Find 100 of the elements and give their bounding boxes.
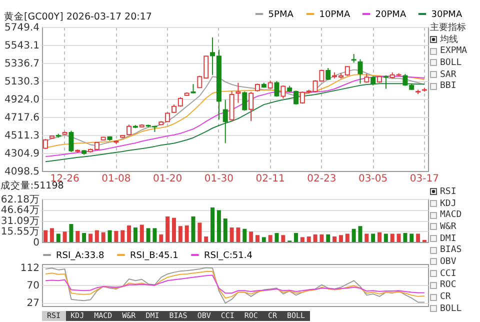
bar bbox=[249, 232, 254, 242]
text: DMI bbox=[440, 234, 456, 244]
bar bbox=[94, 230, 99, 242]
candlestick bbox=[364, 73, 370, 84]
y-tick-label: 15.55万 bbox=[0, 226, 40, 238]
bar bbox=[56, 234, 60, 242]
x-tick-label: 01-20 bbox=[153, 174, 182, 184]
bar bbox=[410, 234, 414, 242]
text: 主要指标 bbox=[430, 22, 467, 34]
bar bbox=[44, 230, 48, 242]
bar bbox=[396, 234, 401, 242]
bar bbox=[88, 234, 92, 242]
candlestick bbox=[280, 84, 286, 99]
text: MACD bbox=[440, 210, 462, 220]
candlestick bbox=[344, 66, 350, 76]
candlestick bbox=[236, 82, 241, 104]
bar bbox=[326, 234, 330, 242]
y-tick-label: 4717.6 bbox=[4, 112, 40, 124]
candlestick bbox=[68, 130, 74, 153]
bar bbox=[345, 234, 350, 242]
y-tick-label: 4098.5 bbox=[4, 166, 40, 178]
bar bbox=[262, 237, 266, 242]
text: W&R bbox=[440, 222, 456, 232]
text: EXPMA bbox=[440, 46, 468, 56]
y-tick-label: 31.09万 bbox=[0, 216, 40, 227]
y-tick-label: 5749.4 bbox=[4, 22, 40, 34]
text: 均线 bbox=[440, 34, 458, 46]
bar bbox=[416, 234, 420, 242]
bar bbox=[191, 216, 196, 242]
y-tick-label: 4304.9 bbox=[4, 148, 40, 160]
x-tick-label: 01-30 bbox=[204, 174, 234, 184]
bar bbox=[255, 235, 260, 242]
text: OBV bbox=[440, 256, 456, 267]
y-tick-label: 4924.0 bbox=[4, 94, 40, 106]
y-tick-label: 70 bbox=[26, 280, 40, 292]
text: RSI bbox=[440, 186, 456, 197]
bar bbox=[384, 234, 388, 242]
legend-label: RSI_C:51.4 bbox=[204, 251, 253, 261]
bar bbox=[178, 226, 182, 242]
x-tick-label: 03-17 bbox=[410, 174, 439, 184]
text: SAR bbox=[440, 70, 456, 80]
bar bbox=[403, 233, 408, 242]
bar bbox=[108, 230, 112, 242]
candlestick bbox=[248, 91, 254, 122]
bar bbox=[50, 228, 54, 242]
bar bbox=[120, 230, 125, 242]
bar bbox=[76, 230, 80, 242]
y-tick-label: 112 bbox=[20, 262, 40, 274]
line-series bbox=[45, 270, 425, 299]
candlestick bbox=[43, 138, 48, 150]
bar bbox=[378, 232, 382, 242]
text: BOLL bbox=[440, 58, 462, 68]
x-tick-label: 01-08 bbox=[102, 174, 131, 184]
y-tick-label: 4511.3 bbox=[4, 130, 40, 142]
bar bbox=[338, 235, 343, 242]
candlestick bbox=[370, 76, 376, 86]
legend-label: 20PMA bbox=[375, 10, 407, 20]
bar bbox=[184, 225, 189, 242]
legend-label: 30PMA bbox=[431, 10, 463, 20]
bar bbox=[223, 218, 228, 242]
bar bbox=[82, 233, 86, 242]
legend-label: 10PMA bbox=[319, 10, 351, 20]
bar bbox=[358, 226, 362, 242]
candlestick bbox=[358, 58, 363, 84]
bar bbox=[152, 228, 157, 242]
x-tick-label: 02-23 bbox=[307, 174, 336, 184]
x-tick-label: 03-05 bbox=[358, 174, 388, 184]
candlestick bbox=[274, 80, 280, 98]
text: CR bbox=[440, 292, 451, 302]
bar bbox=[133, 227, 138, 242]
bar bbox=[294, 233, 298, 242]
y-tick-label: 62.18万 bbox=[0, 194, 40, 206]
text: KDJ bbox=[440, 198, 456, 209]
bar bbox=[114, 230, 118, 242]
series-label: RSI_A:33.8 bbox=[56, 251, 104, 261]
text: BOLL bbox=[440, 304, 462, 314]
bar bbox=[364, 234, 369, 242]
bar bbox=[204, 236, 208, 242]
text: ROC bbox=[440, 280, 456, 290]
bar bbox=[140, 224, 144, 242]
bar bbox=[281, 235, 286, 242]
chart-title: 黄金[GC00Y] 2026-03-17 20:17 bbox=[4, 10, 152, 22]
bar bbox=[268, 235, 272, 242]
bar bbox=[320, 234, 324, 242]
y-tick-label: 5336.7 bbox=[4, 58, 40, 70]
bar bbox=[62, 232, 67, 242]
bar bbox=[230, 227, 234, 242]
legend-label: RSI_B:45.1 bbox=[130, 251, 178, 261]
bar bbox=[146, 228, 150, 242]
bar bbox=[390, 234, 394, 242]
bar bbox=[216, 210, 221, 242]
bar bbox=[172, 218, 176, 242]
text: BIAS bbox=[440, 245, 462, 256]
candlestick bbox=[222, 99, 228, 144]
bar bbox=[101, 232, 106, 242]
candlestick bbox=[383, 74, 388, 90]
bar bbox=[236, 227, 240, 242]
bar bbox=[300, 237, 304, 242]
bar bbox=[306, 236, 311, 242]
bar bbox=[210, 207, 215, 242]
